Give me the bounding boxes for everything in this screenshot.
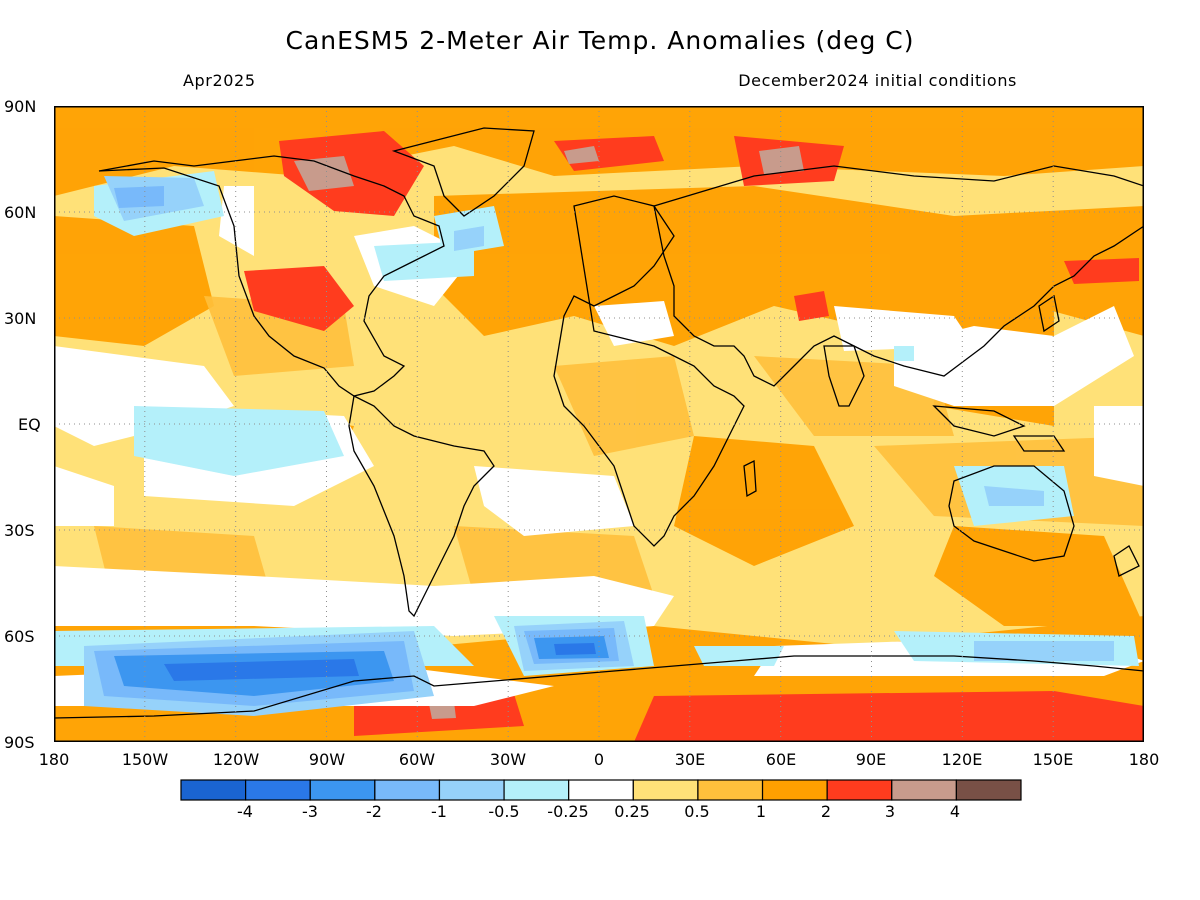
colorbar	[180, 779, 1022, 801]
lon-label-120e: 120E	[941, 750, 983, 769]
lon-label-180e: 180	[1128, 750, 1160, 769]
lat-label-60n: 60N	[4, 203, 37, 222]
coastlines	[54, 127, 1144, 719]
colorbar-label: 3	[884, 802, 896, 821]
colorbar-label: -3	[302, 802, 318, 821]
lon-label-180w: 180	[38, 750, 70, 769]
colorbar-swatch	[438, 779, 505, 801]
lon-label-90w: 90W	[308, 750, 346, 769]
colorbar-label: -2	[366, 802, 382, 821]
lat-label-60s: 60S	[4, 627, 35, 646]
colorbar-swatch	[761, 779, 828, 801]
lat-label-eq: EQ	[18, 415, 41, 434]
colorbar-swatch	[180, 779, 247, 801]
colorbar-swatch	[955, 779, 1022, 801]
colorbar-swatch	[503, 779, 570, 801]
map-title: CanESM5 2-Meter Air Temp. Anomalies (deg…	[285, 26, 915, 55]
anomaly-extreme-positive-regions	[294, 146, 804, 719]
colorbar-label: 4	[949, 802, 961, 821]
colorbar-label: 2	[820, 802, 832, 821]
colorbar-swatch	[826, 779, 893, 801]
colorbar-swatch	[309, 779, 376, 801]
lat-label-90n: 90N	[4, 97, 37, 116]
forecast-month: Apr2025	[183, 71, 256, 90]
lon-label-150w: 150W	[121, 750, 169, 769]
colorbar-label: -0.25	[547, 802, 589, 821]
colorbar-swatch	[697, 779, 764, 801]
anomaly-map	[54, 106, 1144, 742]
lon-label-120w: 120W	[212, 750, 260, 769]
lon-label-150e: 150E	[1032, 750, 1074, 769]
lat-label-90s: 90S	[4, 733, 35, 752]
lon-label-30w: 30W	[489, 750, 527, 769]
map-border	[54, 106, 1144, 742]
colorbar-label: -1	[431, 802, 447, 821]
lat-label-30s: 30S	[4, 521, 35, 540]
colorbar-label: 1	[755, 802, 767, 821]
lon-label-90e: 90E	[855, 750, 887, 769]
colorbar-swatch	[632, 779, 699, 801]
colorbar-swatch	[891, 779, 957, 801]
colorbar-label: 0.5	[684, 802, 710, 821]
colorbar-swatch	[374, 779, 441, 801]
colorbar-label: 0.25	[614, 802, 650, 821]
lat-label-30n: 30N	[4, 309, 37, 328]
lon-label-60e: 60E	[765, 750, 797, 769]
lon-label-0: 0	[593, 750, 605, 769]
lon-label-30e: 30E	[674, 750, 706, 769]
anomaly-extreme-negative-regions	[164, 643, 596, 681]
colorbar-swatch	[245, 779, 311, 801]
colorbar-label: -0.5	[488, 802, 520, 821]
colorbar-swatch	[568, 779, 634, 801]
lon-label-60w: 60W	[398, 750, 436, 769]
colorbar-label: -4	[237, 802, 253, 821]
initial-conditions: December2024 initial conditions	[738, 71, 1017, 90]
graticule	[54, 106, 1144, 742]
